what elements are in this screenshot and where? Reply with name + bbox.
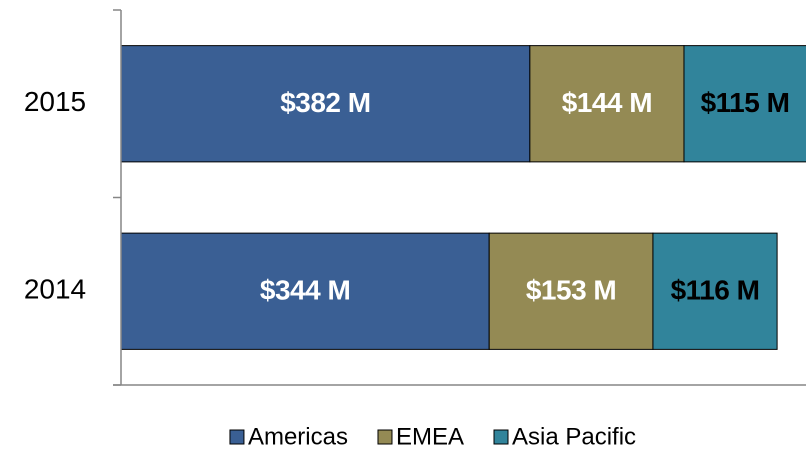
category-label: 2014: [24, 274, 86, 305]
value-label: $382 M: [280, 87, 370, 118]
value-label: $153 M: [526, 275, 616, 306]
value-label: $116 M: [671, 275, 760, 306]
plot-area: $382 M $144 M $115 M $344 M $153 M $116 M: [121, 45, 806, 350]
legend-label: Americas: [248, 423, 348, 449]
value-label: $115 M: [701, 87, 790, 118]
bar-segment: [652, 232, 778, 350]
legend-swatch: [493, 429, 509, 445]
category-label: 2015: [24, 86, 86, 117]
bar-segment: [121, 232, 490, 350]
value-label: $344 M: [260, 275, 350, 306]
legend-swatch: [377, 429, 393, 445]
legend-swatch: [229, 429, 245, 445]
bar-segment: [488, 232, 654, 350]
value-label: $144 M: [562, 87, 652, 118]
legend-label: Asia Pacific: [512, 423, 636, 449]
legend-label: EMEA: [396, 423, 464, 449]
bar-segment: [683, 45, 806, 163]
bar-segment: [529, 45, 685, 163]
bar-segment: [121, 45, 531, 163]
